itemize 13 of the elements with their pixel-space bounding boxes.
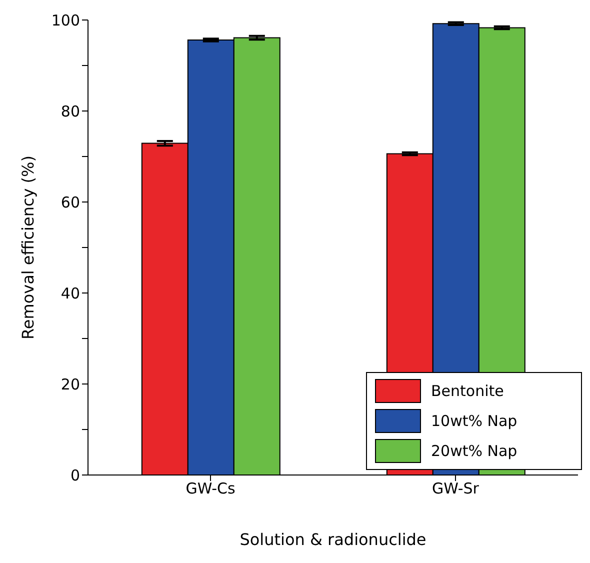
legend-label: Bentonite bbox=[431, 382, 504, 400]
x-tick-label: GW-Cs bbox=[186, 480, 236, 498]
legend-label: 20wt% Nap bbox=[431, 442, 518, 460]
legend-label: 10wt% Nap bbox=[431, 412, 518, 430]
y-axis-title: Removal efficiency (%) bbox=[18, 156, 38, 340]
x-tick-label: GW-Sr bbox=[432, 480, 480, 498]
x-axis-title: Solution & radionuclide bbox=[240, 530, 426, 549]
y-tick-label: 40 bbox=[60, 284, 80, 302]
y-tick-label: 80 bbox=[60, 102, 80, 120]
y-tick-label: 20 bbox=[60, 375, 80, 394]
y-tick-label: 100 bbox=[51, 11, 80, 30]
y-tick-label: 0 bbox=[70, 466, 80, 484]
y-tick-label: 60 bbox=[60, 193, 80, 212]
